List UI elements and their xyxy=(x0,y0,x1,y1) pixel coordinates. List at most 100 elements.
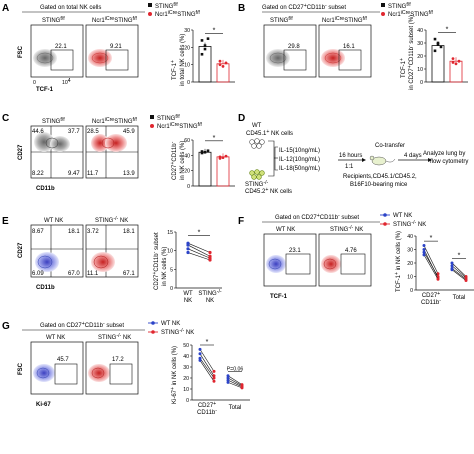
x-label-2: Total xyxy=(229,405,242,411)
panel-a-flow-plot-1: 22.1 xyxy=(30,24,84,78)
data-point-ko xyxy=(436,272,440,276)
panel-b-flow-plot-1: 29.8 xyxy=(263,24,317,78)
data-point xyxy=(200,150,204,153)
data-point xyxy=(200,151,204,155)
pair-line xyxy=(423,254,439,280)
y-tick-label: 30 xyxy=(184,28,190,34)
data-point xyxy=(206,37,210,40)
pair-line xyxy=(451,268,467,280)
legend-g-wt: WT NK xyxy=(161,321,180,327)
data-point-ko xyxy=(240,386,244,390)
data-point xyxy=(200,52,204,56)
pair-line xyxy=(423,252,439,277)
pair-line xyxy=(187,248,211,259)
panel-e-sample1: WT NK xyxy=(44,218,63,224)
y-tick-label: 50 xyxy=(183,343,189,349)
significance-star: * xyxy=(430,235,433,242)
panel-f-paired-chart: 0 10 20 30 40 * * CD27+CD11b- Total TCF-1+ in NK … xyxy=(394,231,474,306)
d-time1: 16 hours xyxy=(339,153,362,159)
x-label-1a: CD27+ xyxy=(198,401,216,409)
x-label-1b: CD11b- xyxy=(421,298,441,306)
e2-q-br: 67.1 xyxy=(123,271,135,277)
significance-star: * xyxy=(198,230,201,237)
panel-g-flow-plot-2: 17.2 xyxy=(85,341,139,395)
legend-g-ko: STING-/- NK xyxy=(161,328,194,336)
x-label-2: Total xyxy=(453,295,466,301)
panel-f-gate-title: Gated on CD27+CD11b- subset xyxy=(275,213,359,221)
y-tick-label: 5 xyxy=(170,267,173,273)
panel-e-xaxis: CD11b xyxy=(36,285,55,291)
c2-q-tl: 28.5 xyxy=(87,129,99,135)
data-point xyxy=(436,41,440,45)
d-cond-1: IL-15(10ng/mL) xyxy=(279,148,320,154)
data-point xyxy=(203,44,207,47)
panel-b-val1: 29.8 xyxy=(288,44,300,50)
significance-star: * xyxy=(446,27,449,34)
pair-line xyxy=(187,244,211,257)
panel-f-val2: 4.76 xyxy=(345,248,357,254)
pair-line xyxy=(451,262,467,277)
panel-b-letter: B xyxy=(238,3,245,14)
y-tick-label: 60 xyxy=(184,138,190,144)
y-tick-label: 40 xyxy=(407,234,413,240)
data-point-wt xyxy=(186,250,190,255)
panel-g-sample2: STING-/- NK xyxy=(98,333,131,341)
pair-line xyxy=(227,379,243,388)
panel-g-xaxis: Ki-67 xyxy=(36,402,51,408)
y-tick-label: 0 xyxy=(420,80,423,86)
panel-f-legend: WT NK STING-/- NK xyxy=(380,213,426,228)
c2-q-br: 13.9 xyxy=(123,171,135,177)
e2-q-tr: 18.1 xyxy=(123,229,135,235)
panel-g-paired-chart: 0 10 20 30 40 50 * P=0.06 CD27+CD11b- Total Ki-67+… xyxy=(170,339,250,416)
data-point xyxy=(221,65,225,68)
y-axis-label: TCF-1+ xyxy=(170,60,178,80)
data-point xyxy=(224,154,228,158)
y-tick-label: 10 xyxy=(167,249,173,255)
c2-q-bl: 11.7 xyxy=(87,171,99,177)
y-tick-label: 10 xyxy=(407,275,413,281)
y-tick-label: 20 xyxy=(407,261,413,267)
d-ko-line1: STING-/- xyxy=(245,180,269,188)
data-point-ko xyxy=(212,379,216,383)
y-tick-label: 20 xyxy=(417,54,423,60)
y-tick-label: 10 xyxy=(183,387,189,393)
y-axis-label: TCF-1+ in NK cells (%) xyxy=(394,231,402,292)
data-point xyxy=(451,57,455,60)
d-ratio: 1:1 xyxy=(345,164,354,170)
panel-b-bar-chart: 0 10 20 30 40 * TCF-1+in CD27+CD11b- subset (%… xyxy=(399,15,468,90)
panel-e-flow-plot-2: 3.72 18.1 11.1 67.1 xyxy=(85,224,139,278)
panel-e-letter: E xyxy=(2,216,9,227)
c1-q-tr: 37.7 xyxy=(68,129,80,135)
panel-g-letter: G xyxy=(2,321,10,332)
panel-c-legend: STINGf/f Ncr1iCreSTINGf/f xyxy=(150,114,202,130)
arrow-icon-2 xyxy=(428,158,432,162)
data-point-ko xyxy=(464,279,468,283)
data-point-wt xyxy=(226,378,230,382)
legend-b-ko: Ncr1iCreSTINGf/f xyxy=(388,10,433,18)
y-tick-label: 30 xyxy=(417,41,423,47)
bar xyxy=(216,156,230,187)
d-wt-line1: WT xyxy=(252,123,262,129)
legend-c-ctrl: STINGf/f xyxy=(157,114,180,122)
x-label-1b: NK xyxy=(184,298,192,304)
data-point-wt xyxy=(198,352,202,356)
y-axis-label-2: in CD27+CD11b- subset (%) xyxy=(407,15,415,90)
panel-a-xaxis: TCF-1 xyxy=(36,87,54,93)
data-point-wt xyxy=(422,250,426,254)
y-tick-label: 0 xyxy=(170,286,173,292)
pair-line xyxy=(199,349,215,372)
legend-f-ko: STING-/- NK xyxy=(393,220,426,228)
y-tick-label: 0 xyxy=(187,184,190,190)
panel-b-gate-title: Gated on CD27+CD11b- subset xyxy=(262,3,346,11)
x-label-1a: CD27+ xyxy=(422,291,440,299)
panel-f-sample2: STING-/- NK xyxy=(330,225,363,233)
significance-star-2: * xyxy=(458,253,461,260)
significance-star: * xyxy=(213,135,216,142)
x-label-1b: CD11b- xyxy=(197,408,217,416)
data-point xyxy=(218,157,222,160)
panel-a-xtick4: 104 xyxy=(62,78,71,86)
pair-line xyxy=(227,382,243,389)
d-cond-3: IL-18(50ng/mL) xyxy=(279,166,320,172)
d-ko-line2: CD45.2+ NK cells xyxy=(245,187,292,195)
panel-b-flow-plot-2: 16.1 xyxy=(318,24,372,78)
